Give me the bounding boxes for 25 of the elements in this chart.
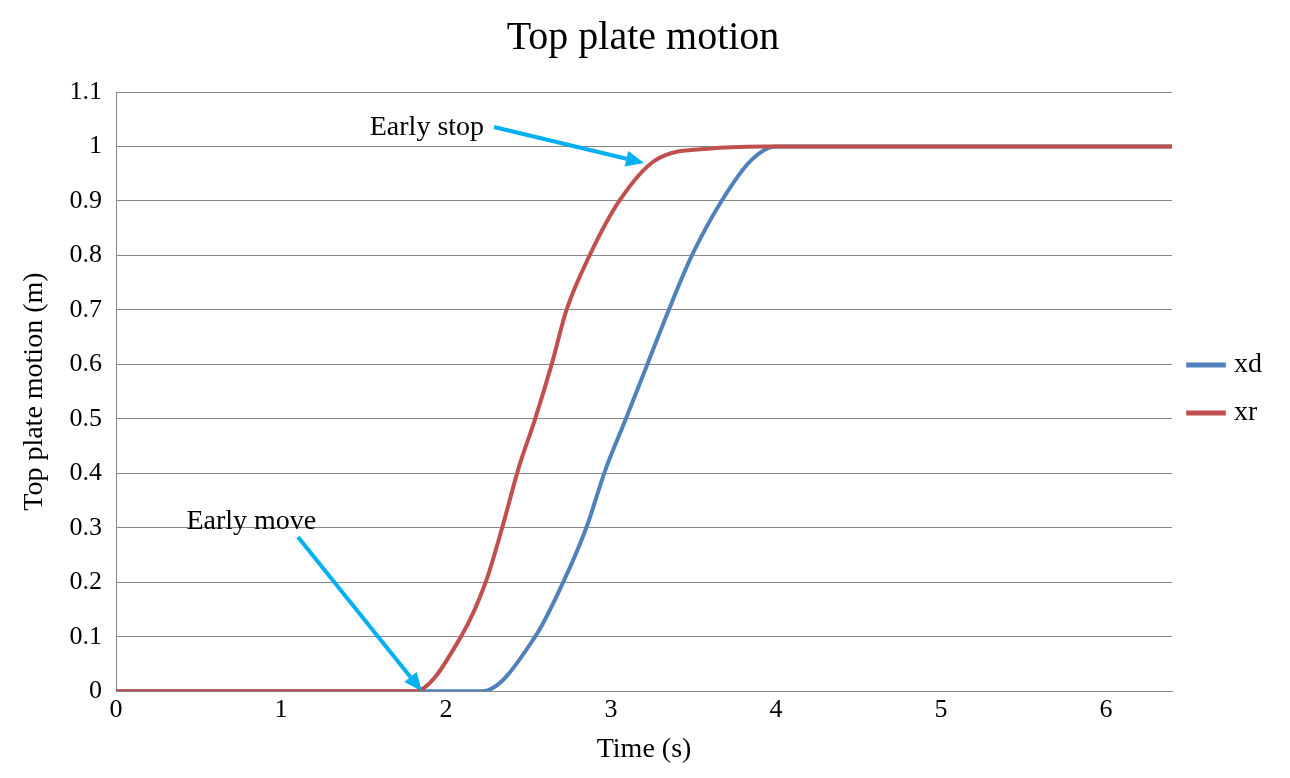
y-tick-label: 0.8	[69, 239, 103, 269]
x-tick-label: 5	[934, 693, 948, 723]
y-tick-label: 1	[89, 130, 103, 160]
x-tick-label: 2	[439, 693, 453, 723]
y-tick-label: 0.3	[69, 511, 103, 541]
y-tick-label: 0.4	[69, 457, 103, 487]
x-axis-title: Time (s)	[596, 731, 692, 763]
x-tick-label: 1	[274, 693, 288, 723]
legend-label: xr	[1234, 395, 1258, 427]
x-tick-label: 4	[769, 693, 783, 723]
legend-label: xd	[1234, 347, 1262, 379]
y-tick-label: 1.1	[69, 75, 103, 105]
y-tick-label: 0.5	[69, 402, 103, 432]
x-tick-label: 6	[1099, 693, 1113, 723]
y-tick-label: 0.7	[69, 293, 103, 323]
x-tick-label: 3	[604, 693, 618, 723]
x-tick-label: 0	[109, 693, 123, 723]
chart-title: Top plate motion	[506, 12, 780, 58]
y-axis-title: Top plate motion (m)	[17, 272, 49, 511]
y-tick-label: 0.1	[69, 620, 103, 650]
y-tick-label: 0.9	[69, 184, 103, 214]
y-tick-label: 0.6	[69, 348, 103, 378]
annotation: Early move	[186, 504, 317, 537]
annotation: Early stop	[369, 109, 485, 142]
y-tick-label: 0.2	[69, 566, 103, 596]
